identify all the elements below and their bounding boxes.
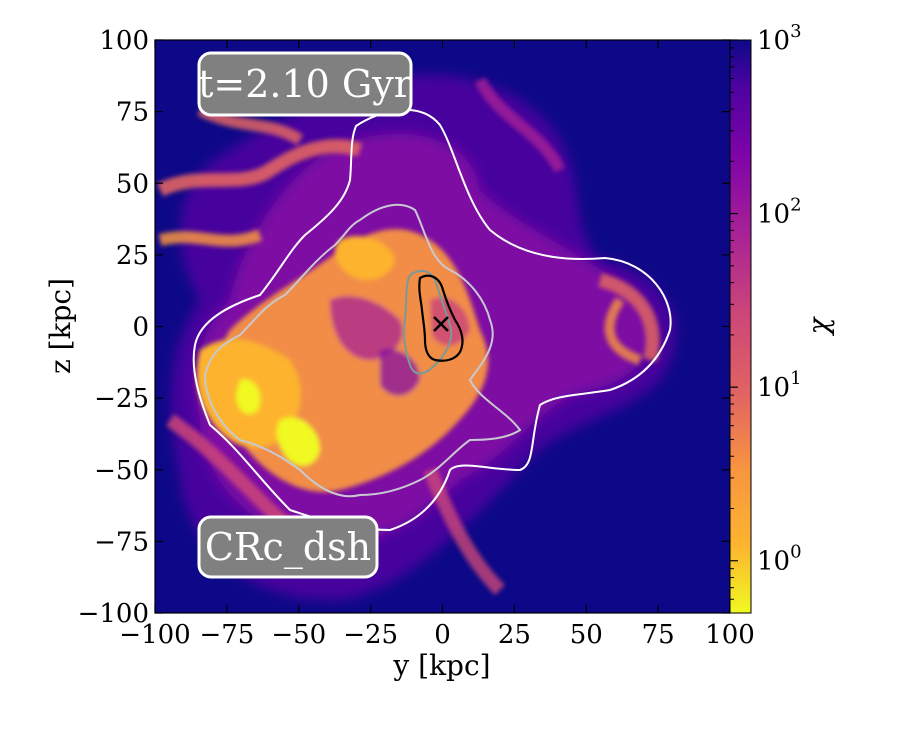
y-tick-label: −25 (94, 384, 149, 414)
contour-core (418, 274, 464, 362)
y-tick-label: 0 (132, 313, 149, 343)
contours (192, 108, 672, 532)
contour-outer (192, 108, 672, 532)
contour-middle (203, 203, 522, 498)
x-tick-label: 50 (570, 620, 603, 650)
y-tick-label: −75 (94, 527, 149, 557)
x-tick-label: −75 (199, 620, 254, 650)
contour-inner (402, 269, 453, 375)
x-tick-label: 100 (705, 620, 755, 650)
y-axis: −100 −75 −50 −25 0 25 50 75 100 (78, 26, 730, 629)
time-label: t=2.10 Gyr (198, 62, 413, 106)
run-badge: CRc_dsh (197, 515, 379, 579)
y-tick-label: 75 (116, 98, 149, 128)
colorbar-ticks: 100 101 102 103 (730, 21, 802, 614)
x-tick-label: −100 (119, 620, 190, 650)
x-tick-label: −50 (271, 620, 326, 650)
y-axis-label: z [kpc] (44, 278, 77, 374)
colorbar-label: χ (802, 315, 835, 336)
colorbar-tick-label: 101 (757, 368, 802, 403)
y-tick-label: −50 (94, 456, 149, 486)
colorbar-tick-label: 103 (757, 21, 802, 56)
x-tick-label: 75 (642, 620, 675, 650)
x-axis: −100 −75 −50 −25 0 25 50 75 100 (119, 40, 755, 650)
x-tick-label: −25 (343, 620, 398, 650)
y-tick-label: 100 (99, 26, 149, 56)
heatmap (155, 40, 730, 613)
colorbar-tick-label: 100 (757, 542, 802, 577)
time-badge: t=2.10 Gyr (197, 51, 413, 117)
colorbar: 100 101 102 103 χ (729, 21, 835, 614)
colorbar-gradient (729, 39, 752, 614)
colorbar-tick-label: 102 (757, 195, 802, 230)
run-label: CRc_dsh (205, 525, 371, 570)
x-tick-label: 0 (434, 620, 451, 650)
x-axis-label: y [kpc] (392, 649, 490, 682)
y-tick-label: 25 (116, 241, 149, 271)
y-tick-label: −100 (78, 599, 149, 629)
y-tick-label: 50 (116, 169, 149, 199)
center-marker (433, 316, 449, 332)
x-tick-label: 25 (498, 620, 531, 650)
